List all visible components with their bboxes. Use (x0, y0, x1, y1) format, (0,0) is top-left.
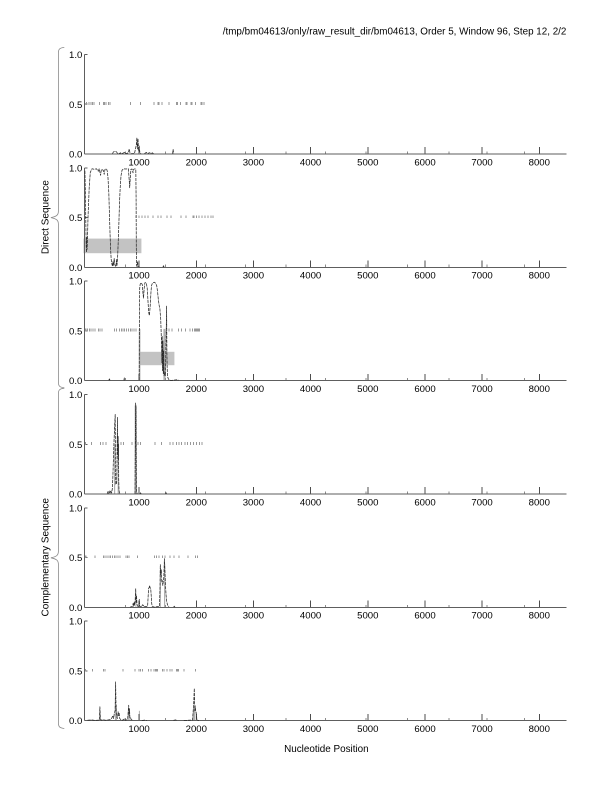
svg-text:0.5: 0.5 (69, 667, 82, 678)
svg-text:0.5: 0.5 (69, 100, 82, 111)
svg-text:1000: 1000 (128, 611, 149, 622)
svg-text:1000: 1000 (128, 157, 149, 168)
svg-text:6000: 6000 (414, 611, 435, 622)
svg-text:1000: 1000 (128, 724, 149, 735)
svg-text:0.0: 0.0 (69, 263, 82, 274)
svg-text:3000: 3000 (243, 611, 264, 622)
svg-text:1.0: 1.0 (69, 163, 82, 174)
svg-text:2000: 2000 (186, 271, 207, 282)
svg-text:4000: 4000 (300, 271, 321, 282)
svg-text:5000: 5000 (357, 157, 378, 168)
svg-text:4000: 4000 (300, 497, 321, 508)
svg-text:1.0: 1.0 (69, 503, 82, 514)
svg-text:6000: 6000 (414, 384, 435, 395)
svg-text:3000: 3000 (243, 271, 264, 282)
svg-text:3000: 3000 (243, 157, 264, 168)
svg-text:0.5: 0.5 (69, 440, 82, 451)
svg-text:1.0: 1.0 (69, 50, 82, 61)
svg-text:4000: 4000 (300, 384, 321, 395)
svg-text:0.0: 0.0 (69, 490, 82, 501)
svg-text:1.0: 1.0 (69, 277, 82, 288)
svg-text:6000: 6000 (414, 157, 435, 168)
svg-text:1.0: 1.0 (69, 390, 82, 401)
svg-text:7000: 7000 (471, 497, 492, 508)
svg-text:6000: 6000 (414, 497, 435, 508)
svg-text:6000: 6000 (414, 724, 435, 735)
svg-text:0.5: 0.5 (69, 326, 82, 337)
svg-text:7000: 7000 (471, 271, 492, 282)
svg-text:8000: 8000 (529, 384, 550, 395)
svg-text:6000: 6000 (414, 271, 435, 282)
svg-text:Nucleotide Position: Nucleotide Position (284, 744, 369, 755)
svg-text:1.0: 1.0 (69, 617, 82, 628)
svg-text:4000: 4000 (300, 611, 321, 622)
svg-text:0.0: 0.0 (69, 376, 82, 387)
svg-text:2000: 2000 (186, 724, 207, 735)
svg-text:/tmp/bm04613/only/raw_result_d: /tmp/bm04613/only/raw_result_dir/bm04613… (223, 26, 567, 37)
svg-text:0.5: 0.5 (69, 553, 82, 564)
svg-text:8000: 8000 (529, 271, 550, 282)
svg-text:5000: 5000 (357, 611, 378, 622)
svg-text:1000: 1000 (128, 384, 149, 395)
svg-text:Complementary Sequence: Complementary Sequence (40, 498, 51, 617)
svg-text:2000: 2000 (186, 384, 207, 395)
svg-text:5000: 5000 (357, 724, 378, 735)
svg-text:0.0: 0.0 (69, 603, 82, 614)
svg-text:7000: 7000 (471, 384, 492, 395)
svg-text:4000: 4000 (300, 157, 321, 168)
svg-text:5000: 5000 (357, 497, 378, 508)
svg-text:7000: 7000 (471, 611, 492, 622)
svg-text:8000: 8000 (529, 497, 550, 508)
svg-text:0.0: 0.0 (69, 150, 82, 161)
svg-text:3000: 3000 (243, 724, 264, 735)
svg-text:Direct Sequence: Direct Sequence (40, 180, 51, 254)
svg-text:0.0: 0.0 (69, 716, 82, 727)
svg-text:3000: 3000 (243, 384, 264, 395)
svg-text:1000: 1000 (128, 271, 149, 282)
svg-text:2000: 2000 (186, 497, 207, 508)
svg-text:1000: 1000 (128, 497, 149, 508)
svg-text:5000: 5000 (357, 271, 378, 282)
svg-text:7000: 7000 (471, 724, 492, 735)
svg-text:7000: 7000 (471, 157, 492, 168)
svg-text:8000: 8000 (529, 157, 550, 168)
svg-text:5000: 5000 (357, 384, 378, 395)
svg-text:8000: 8000 (529, 611, 550, 622)
svg-text:2000: 2000 (186, 157, 207, 168)
svg-text:4000: 4000 (300, 724, 321, 735)
svg-text:3000: 3000 (243, 497, 264, 508)
svg-text:8000: 8000 (529, 724, 550, 735)
svg-text:2000: 2000 (186, 611, 207, 622)
svg-text:0.5: 0.5 (69, 213, 82, 224)
